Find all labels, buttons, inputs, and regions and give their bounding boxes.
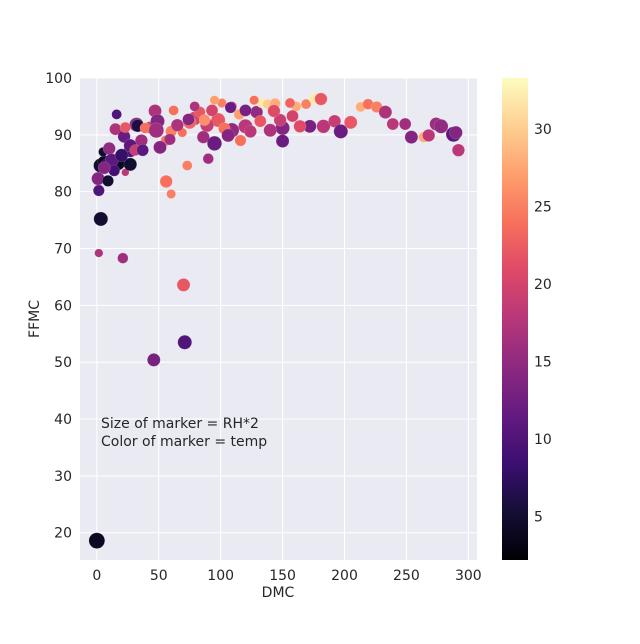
data-point — [153, 140, 167, 155]
data-point — [117, 252, 129, 264]
data-point — [168, 105, 179, 116]
x-tick-label: 250 — [393, 568, 420, 584]
x-tick-label: 100 — [207, 568, 234, 584]
x-tick-label: 0 — [92, 568, 101, 584]
colorbar-tick-label: 20 — [534, 277, 552, 293]
y-tick-label: 70 — [54, 242, 72, 258]
data-point — [221, 128, 235, 143]
data-point — [343, 115, 358, 130]
data-point — [119, 121, 131, 134]
data-point — [123, 157, 138, 172]
colorbar-tick-label: 5 — [534, 510, 543, 526]
data-point — [136, 144, 149, 157]
y-tick-label: 60 — [54, 298, 72, 314]
data-point — [198, 114, 211, 126]
x-tick-label: 150 — [269, 568, 296, 584]
y-tick-label: 40 — [54, 412, 72, 428]
data-point — [333, 124, 349, 139]
data-point — [399, 117, 412, 131]
data-point — [102, 142, 116, 155]
data-point — [316, 119, 331, 134]
y-tick-label: 30 — [54, 469, 72, 485]
data-point — [159, 174, 173, 188]
plot-area — [80, 78, 477, 560]
data-point — [404, 130, 419, 144]
data-point — [170, 118, 184, 132]
x-tick-label: 300 — [455, 568, 482, 584]
data-point — [243, 124, 257, 138]
data-point — [263, 123, 277, 138]
data-point — [378, 105, 393, 119]
colorbar-tick-label: 30 — [534, 122, 552, 138]
data-point — [176, 278, 191, 292]
colorbar-ticks: 5 10 15 20 25 30 — [534, 122, 552, 525]
y-tick-label: 100 — [45, 71, 72, 87]
annotation-line-1: Size of marker = RH*2 — [101, 416, 259, 432]
data-point — [147, 353, 161, 367]
data-point — [451, 143, 465, 157]
data-point — [284, 97, 296, 109]
colorbar-tick-label: 15 — [534, 355, 552, 371]
data-point — [224, 101, 237, 114]
data-point — [182, 160, 193, 171]
x-tick-label: 200 — [331, 568, 358, 584]
data-point — [328, 114, 342, 128]
data-point — [234, 134, 247, 147]
data-point — [121, 168, 130, 177]
data-point — [93, 211, 109, 227]
colorbar-tick-label: 10 — [534, 432, 552, 448]
data-point — [449, 125, 463, 140]
data-point — [293, 119, 307, 133]
points — [88, 92, 465, 549]
y-axis-label: FFMC — [27, 300, 43, 338]
grid — [80, 77, 477, 560]
axis-ticks: 0 50 100 150 200 250 300 20 30 40 50 60 70 80 90 100 — [45, 71, 481, 584]
colorbar-tick-label: 25 — [534, 200, 552, 216]
colorbar — [502, 78, 528, 560]
data-point — [111, 109, 122, 120]
data-point — [88, 532, 106, 549]
data-point — [177, 335, 193, 350]
y-tick-label: 20 — [54, 526, 72, 542]
x-axis-label: DMC — [262, 585, 295, 601]
data-point — [189, 101, 200, 112]
data-point — [239, 104, 252, 117]
x-tick-label: 50 — [150, 568, 168, 584]
data-point — [148, 122, 165, 139]
data-point — [273, 113, 287, 127]
data-point — [196, 130, 210, 144]
data-point — [422, 128, 436, 142]
data-point — [300, 98, 312, 110]
data-point — [267, 104, 281, 118]
data-point — [206, 135, 222, 151]
data-point — [94, 248, 104, 258]
data-point — [205, 104, 219, 117]
data-point — [249, 95, 259, 106]
data-point — [386, 117, 399, 131]
y-tick-label: 50 — [54, 355, 72, 371]
y-tick-label: 80 — [54, 185, 72, 201]
data-point — [254, 115, 267, 128]
data-point — [97, 161, 111, 175]
data-point — [114, 148, 129, 163]
data-point — [182, 113, 195, 126]
data-point — [314, 92, 328, 106]
data-point — [102, 175, 114, 187]
data-point — [209, 95, 220, 106]
annotation-line-2: Color of marker = temp — [101, 434, 267, 450]
data-point — [92, 184, 105, 197]
data-point — [166, 189, 176, 199]
data-point — [433, 119, 449, 134]
data-point — [164, 133, 176, 146]
data-point — [286, 109, 299, 123]
y-tick-label: 90 — [54, 128, 72, 144]
data-point — [275, 134, 290, 148]
data-point — [202, 153, 214, 165]
